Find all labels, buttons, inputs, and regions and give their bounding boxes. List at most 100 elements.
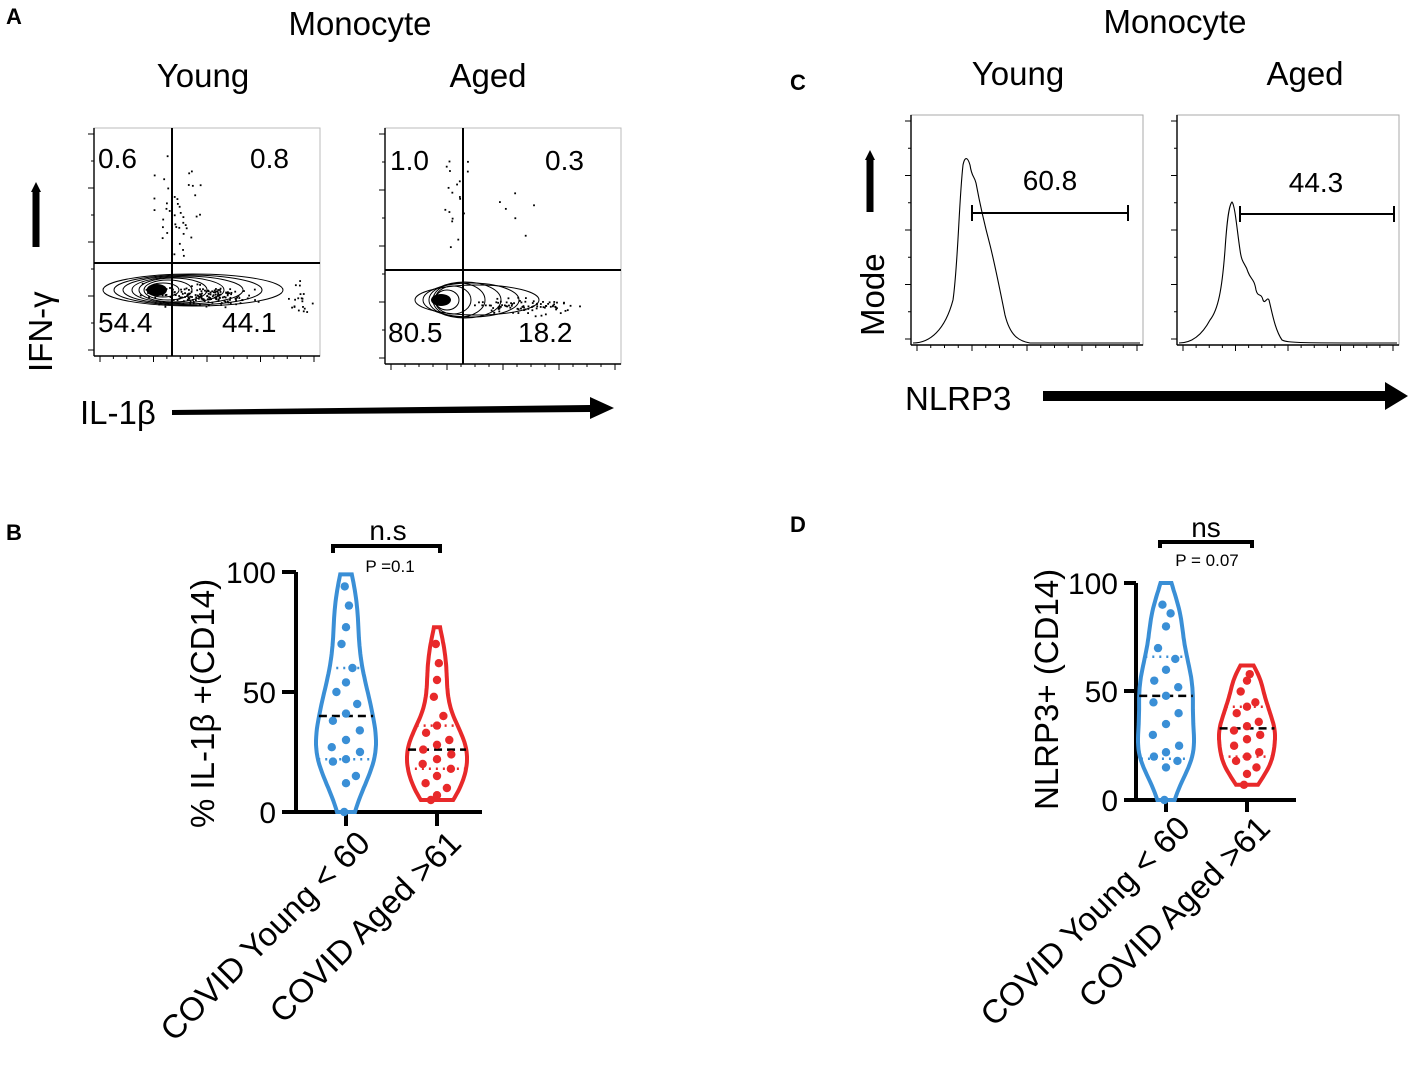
b-young-point: [344, 601, 354, 610]
contour-aged: [414, 281, 540, 319]
d-young-point: [1161, 748, 1171, 757]
b-young-point: [341, 755, 351, 764]
panel-a-cell-type: Monocyte: [288, 5, 431, 42]
b-aged-point: [431, 639, 440, 649]
b-violin-aged: [405, 625, 469, 802]
b-significance-bracket: [331, 544, 442, 553]
d-violin-young: [1136, 581, 1196, 802]
b-young-point: [340, 582, 349, 591]
d-aged-point: [1242, 752, 1252, 761]
panel-c-cell-type: Monocyte: [1103, 3, 1246, 40]
b-aged-point: [439, 711, 448, 721]
b-young-point: [332, 687, 341, 697]
b-aged-point: [432, 771, 442, 781]
quadrant-young-ur: 0.8: [250, 143, 289, 174]
d-young-point: [1149, 698, 1158, 707]
b-young-point: [355, 726, 365, 735]
b-aged-point: [418, 759, 427, 769]
b-ytick-50: 50: [243, 677, 276, 710]
d-aged-point: [1254, 717, 1263, 727]
d-aged-point: [1245, 669, 1254, 679]
d-p-value: P = 0.07: [1175, 551, 1239, 570]
panel-c-group-aged: Aged: [1266, 55, 1343, 92]
quadrant-aged-ul: 1.0: [390, 145, 429, 176]
panel-c-group-young: Young: [972, 55, 1064, 92]
d-young-point: [1173, 756, 1182, 766]
panel-a-label: A: [6, 4, 22, 29]
b-aged-point: [432, 675, 442, 685]
b-aged-point: [442, 783, 452, 793]
d-young-point: [1153, 643, 1163, 653]
events-aged: [444, 160, 581, 318]
panel-a-x-label: IL-1β: [80, 394, 156, 431]
b-aged-point: [445, 735, 454, 745]
d-aged-point: [1242, 702, 1252, 711]
histogram-aged: 44.3: [1171, 114, 1400, 351]
d-ytick-50: 50: [1085, 676, 1118, 709]
d-young-point: [1150, 676, 1159, 685]
d-young-point: [1161, 763, 1171, 772]
b-aged-point: [421, 779, 430, 788]
d-aged-point: [1251, 698, 1260, 707]
d-significance-bracket: [1158, 540, 1254, 548]
b-young-point: [328, 716, 338, 725]
d-young-point: [1174, 682, 1183, 692]
b-aged-point: [446, 764, 456, 773]
b-young-point: [337, 639, 346, 649]
b-ytick-100: 100: [226, 557, 276, 590]
d-young-point: [1158, 600, 1167, 609]
b-aged-point: [429, 692, 439, 701]
d-aged-point: [1252, 763, 1261, 772]
d-young-point: [1160, 795, 1169, 805]
b-young-point: [355, 747, 365, 757]
d-ytick-100: 100: [1068, 568, 1118, 601]
b-young-point: [328, 757, 338, 766]
d-young-point: [1171, 654, 1180, 664]
panel-d: D NLRP3+ (CD14) 0 50 100 ns P = 0.07 COV…: [790, 512, 1296, 1033]
b-p-value: P =0.1: [365, 557, 414, 576]
b-aged-point: [434, 659, 444, 668]
b-aged-point: [432, 755, 442, 764]
quadrant-aged-lr: 18.2: [518, 317, 573, 348]
d-aged-point: [1231, 756, 1241, 766]
histogram-young-curve: [912, 158, 1140, 344]
d-young-point: [1174, 709, 1183, 718]
x-arrow-icon: [172, 397, 614, 419]
quadrant-young-ul: 0.6: [98, 143, 137, 174]
d-aged-point: [1242, 676, 1252, 685]
events-young: [139, 155, 314, 313]
b-aged-point: [432, 721, 442, 730]
d-significance-label: ns: [1191, 512, 1221, 543]
b-violin-young: [314, 572, 378, 814]
b-aged-point: [432, 791, 442, 800]
d-young-point: [1161, 691, 1171, 701]
d-aged-point: [1255, 748, 1264, 757]
d-violin-aged: [1217, 663, 1277, 787]
d-aged-point: [1229, 741, 1239, 750]
b-young-point: [341, 678, 351, 687]
d-aged-point: [1229, 726, 1239, 735]
quadrant-aged-ll: 80.5: [388, 317, 443, 348]
b-young-point: [341, 735, 351, 745]
b-aged-point: [419, 745, 428, 754]
d-young-point: [1174, 741, 1184, 750]
histogram-aged-curve: [1178, 201, 1398, 344]
d-young-point: [1166, 609, 1175, 618]
d-aged-point: [1255, 730, 1265, 740]
b-young-point: [348, 663, 357, 673]
b-young-point: [352, 699, 362, 709]
d-aged-point: [1242, 722, 1252, 731]
panel-b-y-label: % IL-1β +(CD14): [184, 579, 221, 828]
panel-c-x-label: NLRP3: [905, 380, 1011, 417]
panel-a-group-young: Young: [157, 57, 249, 94]
panel-c: C Monocyte Young Aged 60.8 44.3: [790, 3, 1408, 417]
b-aged-point: [432, 740, 442, 749]
panel-c-label: C: [790, 70, 806, 95]
panel-a: A Monocyte Young Aged 0.6 0.8 54.4 44.1: [6, 4, 622, 431]
b-young-point: [341, 623, 351, 632]
b-young-point: [341, 779, 351, 788]
flow-plot-aged: 1.0 0.3 80.5 18.2: [379, 127, 622, 370]
d-young-point: [1148, 730, 1158, 740]
quadrant-aged-ur: 0.3: [545, 145, 584, 176]
